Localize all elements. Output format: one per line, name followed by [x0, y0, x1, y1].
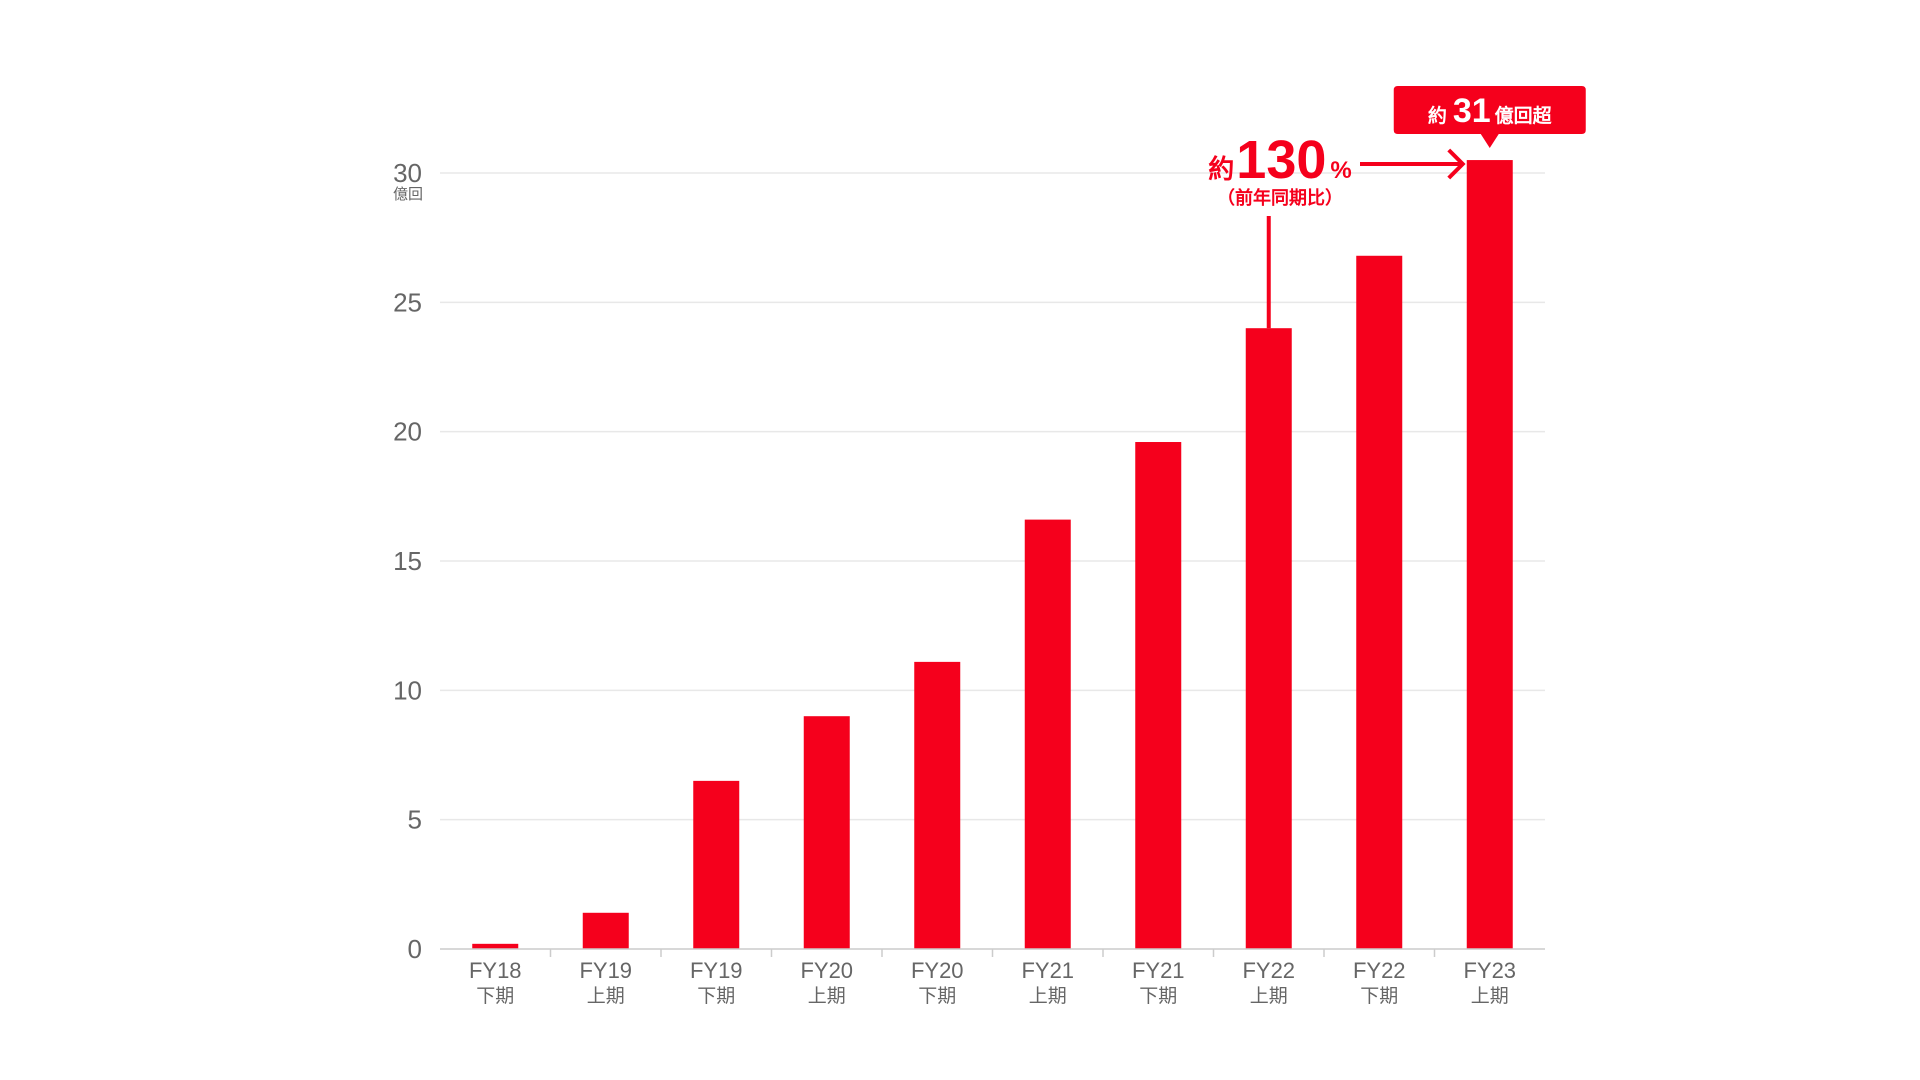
y-tick-label: 0: [408, 934, 422, 964]
bars: [472, 160, 1513, 950]
callout-label: 約 31 億回超: [1428, 92, 1553, 130]
y-tick-label: 10: [393, 675, 422, 705]
callout-bubble: [1393, 86, 1586, 148]
callout-value: 31: [1453, 92, 1491, 130]
bar: [803, 716, 850, 949]
x-tick-label-fy: FY21: [1021, 958, 1074, 983]
x-tick-label-half: 上期: [587, 985, 625, 1007]
growth-label: 約130%: [1208, 130, 1351, 190]
growth-suffix: %: [1330, 157, 1351, 184]
y-tick-label: 5: [408, 805, 422, 835]
x-tick-label-half: 上期: [1250, 985, 1288, 1007]
x-tick-label-half: 下期: [918, 985, 956, 1007]
x-tick-label-half: 下期: [1139, 985, 1177, 1007]
x-tick-label-fy: FY21: [1132, 958, 1185, 983]
bar: [1245, 328, 1292, 949]
bar: [472, 943, 519, 949]
x-tick-label-fy: FY19: [690, 958, 743, 983]
x-tick-label-fy: FY22: [1242, 958, 1295, 983]
x-tick-label-half: 上期: [1029, 985, 1067, 1007]
bar: [1024, 519, 1071, 949]
x-tick-label-half: 上期: [1471, 985, 1509, 1007]
growth-arrow-head: [1447, 148, 1466, 180]
x-axis: FY18下期FY19上期FY19下期FY20上期FY20下期FY21上期FY21…: [469, 949, 1516, 1007]
bar: [914, 661, 961, 949]
growth-value: 130: [1236, 130, 1326, 190]
y-tick-label: 30: [393, 158, 422, 188]
y-tick-label: 25: [393, 287, 422, 317]
x-tick-label-half: 上期: [808, 985, 846, 1007]
bar: [693, 780, 740, 949]
x-tick-label-fy: FY20: [911, 958, 964, 983]
x-tick-label-fy: FY22: [1353, 958, 1406, 983]
bar: [1135, 442, 1182, 949]
growth-annotation: 約130% （前年同期比）: [1208, 130, 1466, 329]
bar: [1466, 160, 1513, 950]
x-tick-label-fy: FY20: [800, 958, 853, 983]
y-axis: 0 5 10 15 20 25 30: [393, 158, 422, 964]
x-tick-label-half: 下期: [476, 985, 514, 1007]
growth-prefix: 約: [1208, 154, 1234, 184]
x-tick-label-fy: FY19: [579, 958, 632, 983]
growth-note: （前年同期比）: [1217, 187, 1343, 208]
x-tick-label-fy: FY23: [1463, 958, 1516, 983]
y-tick-label: 20: [393, 417, 422, 447]
x-tick-label-half: 下期: [1360, 985, 1398, 1007]
y-axis-unit-label: 億回: [393, 186, 423, 203]
callout-badge: 約 31 億回超: [1393, 86, 1586, 148]
callout-suffix: 億回超: [1495, 104, 1553, 127]
x-tick-label-half: 下期: [697, 985, 735, 1007]
bar: [582, 912, 629, 949]
callout-prefix: 約: [1428, 104, 1447, 127]
y-tick-label: 15: [393, 546, 422, 576]
bar: [1356, 255, 1403, 950]
x-tick-label-fy: FY18: [469, 958, 522, 983]
